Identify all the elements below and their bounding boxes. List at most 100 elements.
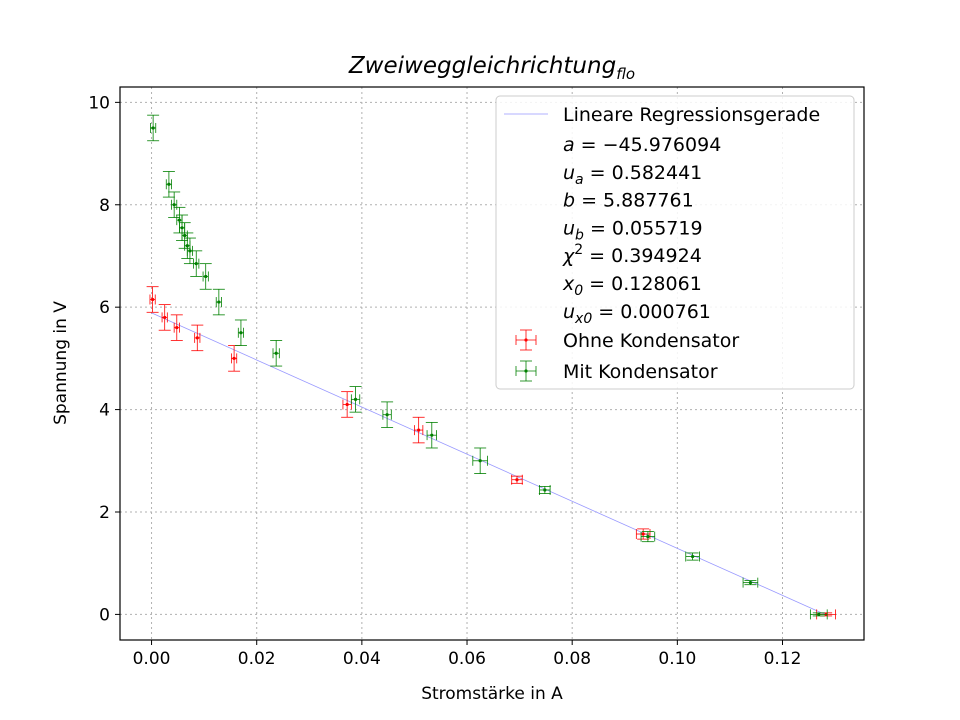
regression-stat: χ2 = 0.394924 — [562, 242, 702, 267]
data-point — [146, 286, 159, 313]
stat-subscript: 0 — [574, 283, 583, 299]
data-point — [158, 304, 171, 331]
data-marker — [239, 331, 243, 335]
data-marker — [195, 336, 199, 340]
data-marker — [430, 433, 434, 437]
y-tick-label: 6 — [99, 298, 110, 318]
data-point — [425, 421, 438, 449]
data-marker — [188, 249, 192, 253]
regression-line — [151, 312, 826, 615]
data-point — [635, 528, 651, 540]
y-axis-title: Spannung in V — [51, 301, 71, 425]
regression-stat: ub = 0.055719 — [563, 217, 703, 243]
y-axis: 0 2 4 6 8 10 — [88, 93, 120, 625]
data-marker — [175, 326, 179, 330]
data-marker — [385, 413, 389, 417]
regression-stat: x0 = 0.128061 — [562, 273, 702, 299]
data-point — [270, 340, 283, 367]
data-marker — [274, 351, 278, 355]
legend-series: Ohne Kondensator Mit Kondensator — [515, 329, 739, 383]
stat-symbol: u — [563, 301, 575, 323]
stat-symbol: u — [563, 217, 575, 239]
data-point — [742, 577, 759, 588]
chart-title: Zweiweggleichrichtungflo — [348, 53, 635, 83]
y-tick-label: 10 — [88, 93, 110, 113]
regression-stat: b = 5.887761 — [563, 190, 694, 212]
x-axis: 0.00 0.02 0.04 0.06 0.08 0.10 0.12 — [133, 640, 802, 669]
data-marker — [167, 182, 171, 186]
legend-box — [495, 95, 855, 390]
legend-swatch-marker — [524, 338, 528, 342]
regression-stat: ua = 0.582441 — [563, 162, 702, 188]
data-point — [147, 114, 160, 142]
x-tick-label: 0.02 — [238, 649, 276, 669]
data-marker — [646, 534, 650, 539]
data-point — [190, 250, 203, 277]
stat-symbol: u — [563, 162, 575, 184]
data-point — [412, 416, 425, 444]
stat-value: = 5.887761 — [581, 190, 694, 212]
stat-value: = 0.128061 — [589, 273, 702, 295]
x-tick-label: 0.12 — [764, 649, 802, 669]
chart-title-main: Zweiweggleichrichtung — [348, 53, 616, 79]
legend-entry: Ohne Kondensator — [515, 329, 739, 352]
x-tick-label: 0.08 — [553, 649, 591, 669]
series-mit-kondensator — [147, 114, 828, 620]
data-marker — [515, 478, 519, 482]
data-marker — [641, 532, 645, 536]
data-marker — [478, 459, 482, 463]
x-tick-label: 0.00 — [133, 649, 171, 669]
data-marker — [150, 297, 155, 302]
data-point — [510, 474, 523, 485]
data-point — [228, 345, 241, 372]
y-tick-label: 2 — [99, 503, 110, 523]
legend-swatch-marker — [524, 369, 528, 373]
data-marker — [817, 612, 821, 616]
stat-value: = −45.976094 — [581, 134, 722, 156]
chart-title-subscript: flo — [616, 65, 635, 83]
stat-subscript: b — [575, 227, 584, 243]
data-marker — [232, 356, 236, 360]
data-marker — [180, 226, 184, 230]
data-point — [234, 319, 247, 346]
legend-label: Ohne Kondensator — [563, 330, 739, 352]
data-marker — [177, 218, 182, 222]
data-marker — [183, 233, 187, 238]
data-marker — [345, 402, 349, 407]
data-marker — [194, 262, 198, 266]
stat-subscript: x0 — [574, 311, 592, 327]
data-marker — [151, 126, 155, 130]
data-point — [640, 531, 656, 543]
x-tick-label: 0.04 — [343, 649, 381, 669]
regression-stat: ux0 = 0.000761 — [563, 301, 711, 327]
data-point — [809, 609, 828, 620]
stat-symbol: b — [563, 190, 575, 212]
y-tick-label: 8 — [99, 196, 110, 216]
stat-value: = 0.394924 — [589, 245, 702, 267]
stat-value: = 0.582441 — [590, 162, 703, 184]
regression-stat: a = −45.976094 — [563, 134, 721, 156]
y-tick-label: 4 — [99, 401, 110, 421]
data-marker — [172, 203, 176, 207]
stat-symbol: a — [563, 134, 575, 156]
series-ohne-kondensator — [146, 286, 837, 620]
stat-symbol: x — [562, 273, 575, 295]
data-point — [538, 484, 551, 495]
data-marker — [217, 300, 221, 304]
x-tick-label: 0.10 — [658, 649, 696, 669]
legend-regression-label: Lineare Regressionsgerade — [563, 104, 820, 126]
data-marker — [748, 581, 753, 585]
data-point — [472, 447, 488, 474]
data-point — [381, 401, 394, 428]
legend-entry: Mit Kondensator — [515, 360, 718, 383]
legend: Lineare Regressionsgerade a = −45.976094 u… — [495, 95, 855, 390]
data-point — [191, 324, 204, 352]
data-marker — [353, 397, 358, 401]
stat-superscript: 2 — [574, 242, 583, 258]
data-point — [168, 191, 181, 218]
data-point — [212, 288, 225, 316]
legend-label: Mit Kondensator — [563, 361, 718, 383]
x-tick-label: 0.06 — [448, 649, 486, 669]
data-marker — [163, 315, 167, 320]
